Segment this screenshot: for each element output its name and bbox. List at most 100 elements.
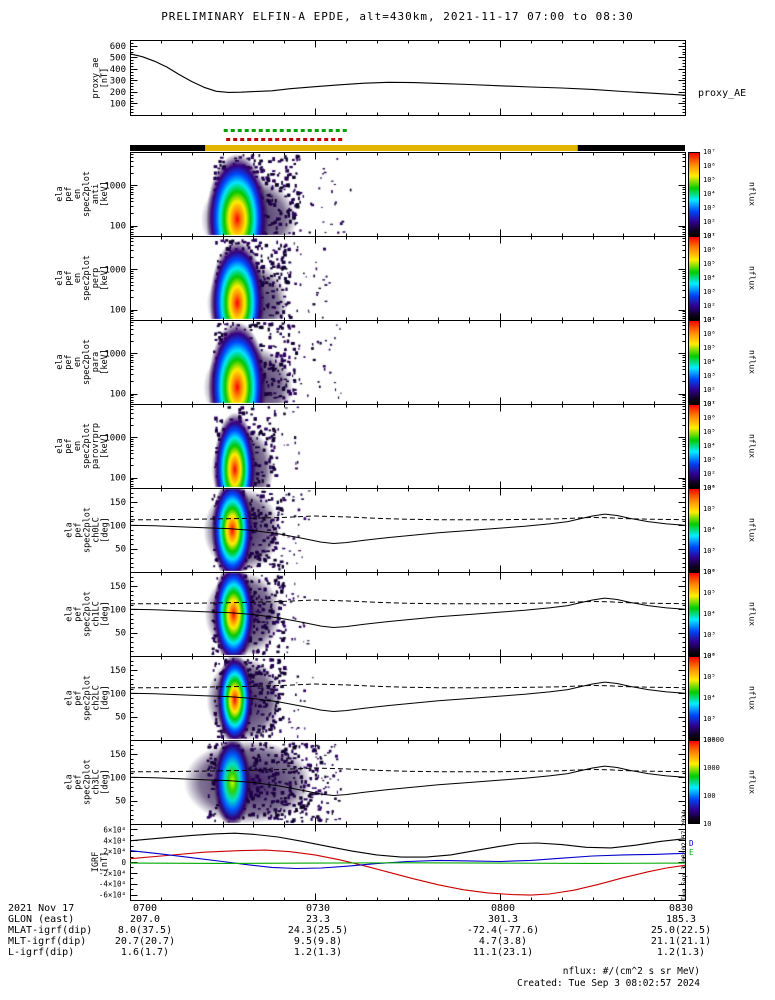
colorbar-title: nflux — [747, 685, 757, 711]
colorbar-tick-label: 1000 — [703, 764, 720, 772]
svg-text:100: 100 — [110, 390, 126, 400]
plot-title: PRELIMINARY ELFIN-A EPDE, alt=430km, 202… — [161, 10, 634, 23]
svg-text:100: 100 — [110, 306, 126, 316]
igrf-legend-D: D — [689, 839, 694, 848]
colorbar-tick-label: 10² — [703, 218, 716, 226]
colorbar-tick-label: 10⁷ — [703, 400, 716, 408]
colorbar-tick-label: 10⁴ — [703, 274, 716, 282]
svg-text:100: 100 — [110, 521, 126, 531]
igrf-legend-E: E — [689, 848, 694, 857]
colorbar-tick-label: 10⁵ — [703, 260, 716, 268]
colorbar-tick-label: 10³ — [703, 204, 716, 212]
annotation-row-value: 20.7(20.7) — [114, 936, 176, 947]
colorbar-tick-label: 10¹ — [703, 484, 716, 492]
svg-text:200: 200 — [110, 88, 126, 98]
colorbar-tick-label: 100 — [703, 792, 716, 800]
colorbar-pa_ch2lc — [688, 656, 700, 740]
annotation-row-value: 207.0 — [129, 914, 161, 925]
colorbar-tick-label: 10⁵ — [703, 505, 716, 513]
annotation-row-value: -72.4(-77.6) — [466, 925, 540, 936]
svg-text:50: 50 — [115, 713, 126, 723]
colorbar-tick-label: 10⁷ — [703, 316, 716, 324]
colorbar-tick-label: 10³ — [703, 631, 716, 639]
time-tick-label: 0800 — [490, 903, 516, 914]
ylabel-pa_ch2lc: ela pef spec2plot ch2LC [deg] — [64, 674, 110, 722]
colorbar-title: nflux — [747, 517, 757, 543]
svg-text:500: 500 — [110, 53, 126, 63]
colorbar-tick-label: 10⁶ — [703, 484, 716, 492]
time-tick-label: 0830 — [668, 903, 694, 914]
colorbar-pa_ch0lc — [688, 488, 700, 572]
svg-text:150: 150 — [110, 666, 126, 676]
svg-text:100: 100 — [110, 474, 126, 484]
ylabel-en_anti: ela pef en spec2plot anti [keV] — [55, 170, 110, 218]
colorbar-tick-label: 10⁶ — [703, 246, 716, 254]
svg-text:50: 50 — [115, 797, 126, 807]
colorbar-tick-label: 10² — [703, 736, 716, 744]
colorbar-en_parovrprp — [688, 404, 700, 488]
svg-text:100: 100 — [110, 689, 126, 699]
proxy-ae-label: proxy_AE — [698, 88, 747, 99]
svg-text:50: 50 — [115, 545, 126, 555]
svg-text:50: 50 — [115, 629, 126, 639]
svg-text:100: 100 — [110, 222, 126, 232]
colorbar-tick-label: 10⁵ — [703, 673, 716, 681]
annotation-row-value: 23.3 — [305, 914, 331, 925]
svg-text:150: 150 — [110, 750, 126, 760]
colorbar-tick-label: 10⁵ — [703, 589, 716, 597]
colorbar-tick-label: 10² — [703, 470, 716, 478]
date-label: 2021 Nov 17 — [8, 903, 75, 914]
ylabel-proxy_ae: proxy_ae [nT] — [91, 57, 110, 98]
svg-text:-4×10⁴: -4×10⁴ — [99, 880, 126, 889]
colorbar-tick-label: 10000 — [703, 736, 725, 744]
annotation-row-value: 24.3(25.5) — [287, 925, 349, 936]
colorbar-tick-label: 10³ — [703, 547, 716, 555]
colorbar-title: nflux — [747, 265, 757, 291]
annotation-row-value: 21.1(21.1) — [650, 936, 712, 947]
annotation-row-value: 4.7(3.8) — [478, 936, 528, 947]
svg-text:400: 400 — [110, 65, 126, 75]
colorbar-tick-label: 10² — [703, 652, 716, 660]
colorbar-tick-label: 10³ — [703, 715, 716, 723]
annotation-row-value: 9.5(9.8) — [293, 936, 343, 947]
ylabel-en_perp: ela pef en spec2plot perp [keV] — [55, 254, 110, 302]
svg-text:600: 600 — [110, 42, 126, 52]
annotation-row-value: 301.3 — [487, 914, 519, 925]
colorbar-tick-label: 10⁴ — [703, 526, 716, 534]
side-timestamp: Tue Sep 3 08:02:57 2024 — [680, 810, 688, 902]
colorbar-tick-label: 10⁴ — [703, 694, 716, 702]
colorbar-tick-label: 10¹ — [703, 316, 716, 324]
colorbar-tick-label: 10⁵ — [703, 176, 716, 184]
svg-text:1000: 1000 — [104, 349, 126, 359]
colorbar-tick-label: 10⁷ — [703, 148, 716, 156]
colorbar-pa_ch1lc — [688, 572, 700, 656]
annotation-row-label: MLT-igrf(dip) — [8, 936, 87, 947]
colorbar-tick-label: 10⁷ — [703, 232, 716, 240]
colorbar-tick-label: 10⁶ — [703, 414, 716, 422]
colorbar-tick-label: 10⁶ — [703, 652, 716, 660]
colorbar-tick-label: 10¹ — [703, 232, 716, 240]
colorbar-title: nflux — [747, 181, 757, 207]
annotation-row-value: 1.2(1.3) — [656, 947, 706, 958]
colorbar-en_perp — [688, 236, 700, 320]
colorbar-tick-label: 10² — [703, 568, 716, 576]
colorbar-tick-label: 10⁵ — [703, 344, 716, 352]
annotation-row-value: 8.0(37.5) — [117, 925, 173, 936]
ylabel-en_para: ela pef en spec2plot para [keV] — [55, 338, 110, 386]
colorbar-tick-label: 10 — [703, 820, 712, 828]
ylabel-en_parovrprp: ela pef en spec2plot parovrprp [keV] — [55, 422, 110, 470]
colorbar-tick-label: 10⁴ — [703, 190, 716, 198]
time-tick-label: 0700 — [132, 903, 158, 914]
svg-text:150: 150 — [110, 498, 126, 508]
colorbar-pa_ch3lc — [688, 740, 700, 824]
svg-text:100: 100 — [110, 773, 126, 783]
colorbar-tick-label: 10⁴ — [703, 610, 716, 618]
colorbar-title: nflux — [747, 601, 757, 627]
colorbar-tick-label: 10³ — [703, 288, 716, 296]
colorbar-en_anti — [688, 152, 700, 236]
svg-text:-2×10⁴: -2×10⁴ — [99, 869, 126, 878]
